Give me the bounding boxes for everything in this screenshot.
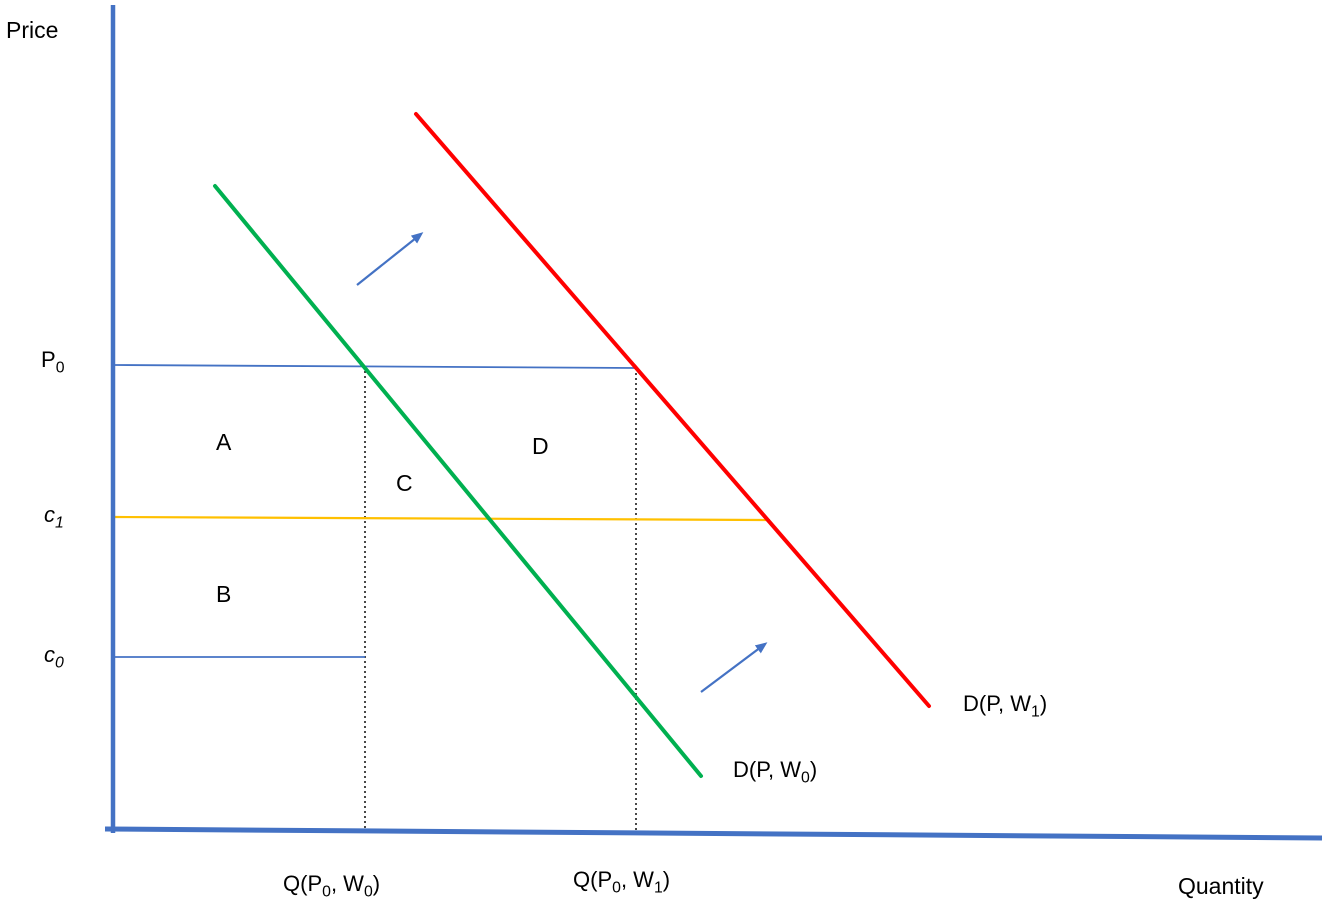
q0-mid: , W (330, 871, 364, 896)
demand-w0-post: ) (809, 757, 818, 782)
demand-w1-post: ) (1039, 691, 1048, 716)
price-p0-line (114, 364, 638, 369)
c0-tick-base: c (44, 642, 55, 667)
demand-w0-pre: D(P, W (733, 757, 802, 782)
q1-sub1: 0 (612, 879, 621, 897)
region-b-label: B (216, 581, 232, 607)
c0-tick-sub: 0 (55, 654, 64, 672)
cost-c1-line (114, 515, 771, 522)
q1-mid: , W (620, 867, 654, 892)
q1-sub2: 1 (653, 879, 663, 897)
c1-tick-base: c (44, 502, 55, 527)
demand-w1-pre: D(P, W (963, 691, 1032, 716)
demand-shift-arrow-lower-icon (700, 642, 768, 693)
demand-curve-w0 (213, 184, 703, 778)
p0-tick-label: P0 (41, 347, 65, 375)
x-axis-title: Quantity (1178, 873, 1264, 899)
region-c-label: C (396, 470, 413, 496)
q0-sub2: 0 (363, 883, 373, 901)
q0-post: ) (372, 871, 381, 896)
x-axis-line (104, 826, 1323, 841)
demand-curve-w1 (414, 112, 931, 708)
demand-w0-sub: 0 (801, 769, 810, 787)
q1-pre: Q(P (573, 867, 613, 892)
q0-pre: Q(P (283, 871, 323, 896)
c0-tick-label: c0 (44, 642, 64, 670)
p0-tick-sub: 0 (55, 359, 65, 377)
demand-w1-label: D(P, W1) (963, 691, 1048, 719)
q0-tick-label: Q(P0, W0) (283, 871, 381, 899)
demand-w0-label: D(P, W0) (733, 757, 818, 785)
q1-post: ) (662, 867, 671, 892)
q0-sub1: 0 (322, 883, 331, 901)
p0-tick-base: P (41, 347, 56, 372)
c1-tick-label: c1 (44, 502, 64, 530)
q1-tick-label: Q(P0, W1) (573, 867, 671, 895)
region-a-label: A (216, 429, 232, 455)
region-d-label: D (532, 433, 549, 459)
demand-w1-sub: 1 (1031, 703, 1040, 721)
y-axis-title: Price (6, 17, 59, 43)
c1-tick-sub: 1 (55, 514, 64, 532)
demand-shift-arrow-upper-icon (356, 232, 424, 286)
